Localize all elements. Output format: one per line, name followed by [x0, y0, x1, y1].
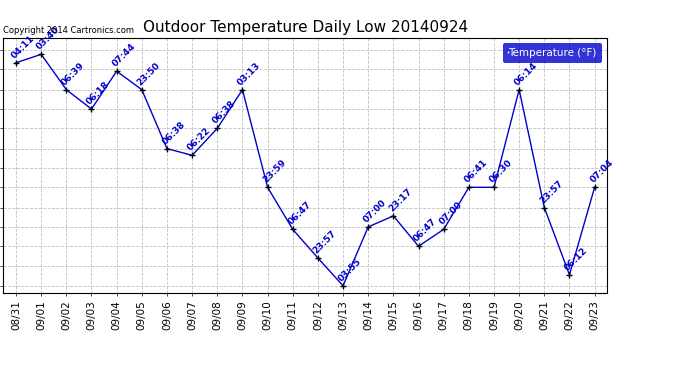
Legend: Temperature (°F): Temperature (°F)	[503, 43, 602, 63]
Text: 07:44: 07:44	[110, 42, 137, 69]
Text: 23:59: 23:59	[262, 158, 288, 185]
Text: 03:13: 03:13	[236, 61, 263, 87]
Text: 23:17: 23:17	[387, 187, 414, 213]
Text: 06:38: 06:38	[161, 120, 187, 146]
Text: 07:00: 07:00	[437, 200, 464, 227]
Text: 23:57: 23:57	[538, 178, 564, 205]
Text: 06:41: 06:41	[462, 158, 489, 185]
Text: 03:40: 03:40	[34, 25, 61, 52]
Text: 04:11: 04:11	[10, 34, 37, 60]
Text: Copyright 2014 Cartronics.com: Copyright 2014 Cartronics.com	[3, 26, 135, 35]
Text: 06:47: 06:47	[286, 200, 313, 227]
Text: 06:14: 06:14	[513, 60, 540, 87]
Text: 03:55: 03:55	[337, 257, 363, 283]
Text: 06:22: 06:22	[186, 126, 213, 153]
Text: 06:47: 06:47	[412, 217, 439, 244]
Title: Outdoor Temperature Daily Low 20140924: Outdoor Temperature Daily Low 20140924	[143, 20, 468, 35]
Text: 07:04: 07:04	[589, 158, 615, 185]
Text: 06:39: 06:39	[60, 60, 86, 87]
Text: 23:57: 23:57	[312, 229, 338, 255]
Text: 06:18: 06:18	[85, 80, 112, 106]
Text: 06:30: 06:30	[488, 158, 514, 185]
Text: 06:38: 06:38	[211, 99, 237, 126]
Text: 07:00: 07:00	[362, 198, 388, 224]
Text: 23:50: 23:50	[135, 61, 162, 87]
Text: 06:12: 06:12	[563, 246, 590, 272]
